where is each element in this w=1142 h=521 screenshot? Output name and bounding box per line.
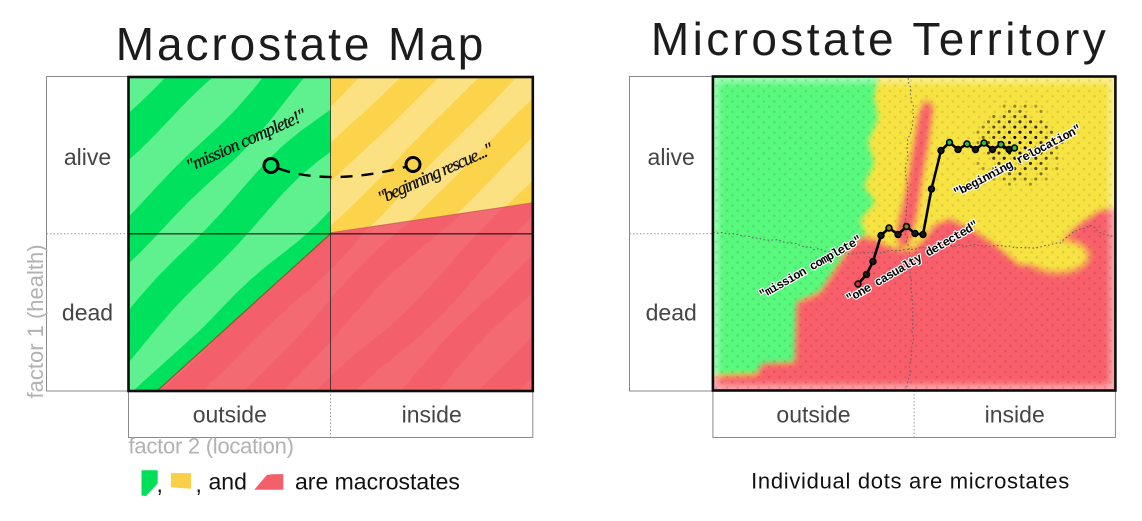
svg-text:outside: outside xyxy=(776,402,850,428)
svg-text:Individual dots are microstate: Individual dots are microstates xyxy=(751,469,1070,494)
svg-text:Macrostate Map: Macrostate Map xyxy=(116,18,486,70)
svg-text:alive: alive xyxy=(64,144,111,170)
svg-text:factor 1 (health): factor 1 (health) xyxy=(23,244,48,398)
svg-text:are macrostates: are macrostates xyxy=(295,468,460,494)
svg-text:,: , xyxy=(196,471,202,497)
svg-text:inside: inside xyxy=(985,402,1045,428)
svg-text:dead: dead xyxy=(62,300,113,326)
svg-text:Microstate Territory: Microstate Territory xyxy=(651,13,1109,65)
svg-text:,: , xyxy=(157,471,163,497)
svg-text:outside: outside xyxy=(193,402,267,428)
svg-text:inside: inside xyxy=(402,402,462,428)
svg-text:dead: dead xyxy=(646,300,697,326)
svg-text:factor 2 (location): factor 2 (location) xyxy=(129,434,294,459)
svg-text:and: and xyxy=(209,468,247,494)
svg-text:alive: alive xyxy=(648,144,695,170)
